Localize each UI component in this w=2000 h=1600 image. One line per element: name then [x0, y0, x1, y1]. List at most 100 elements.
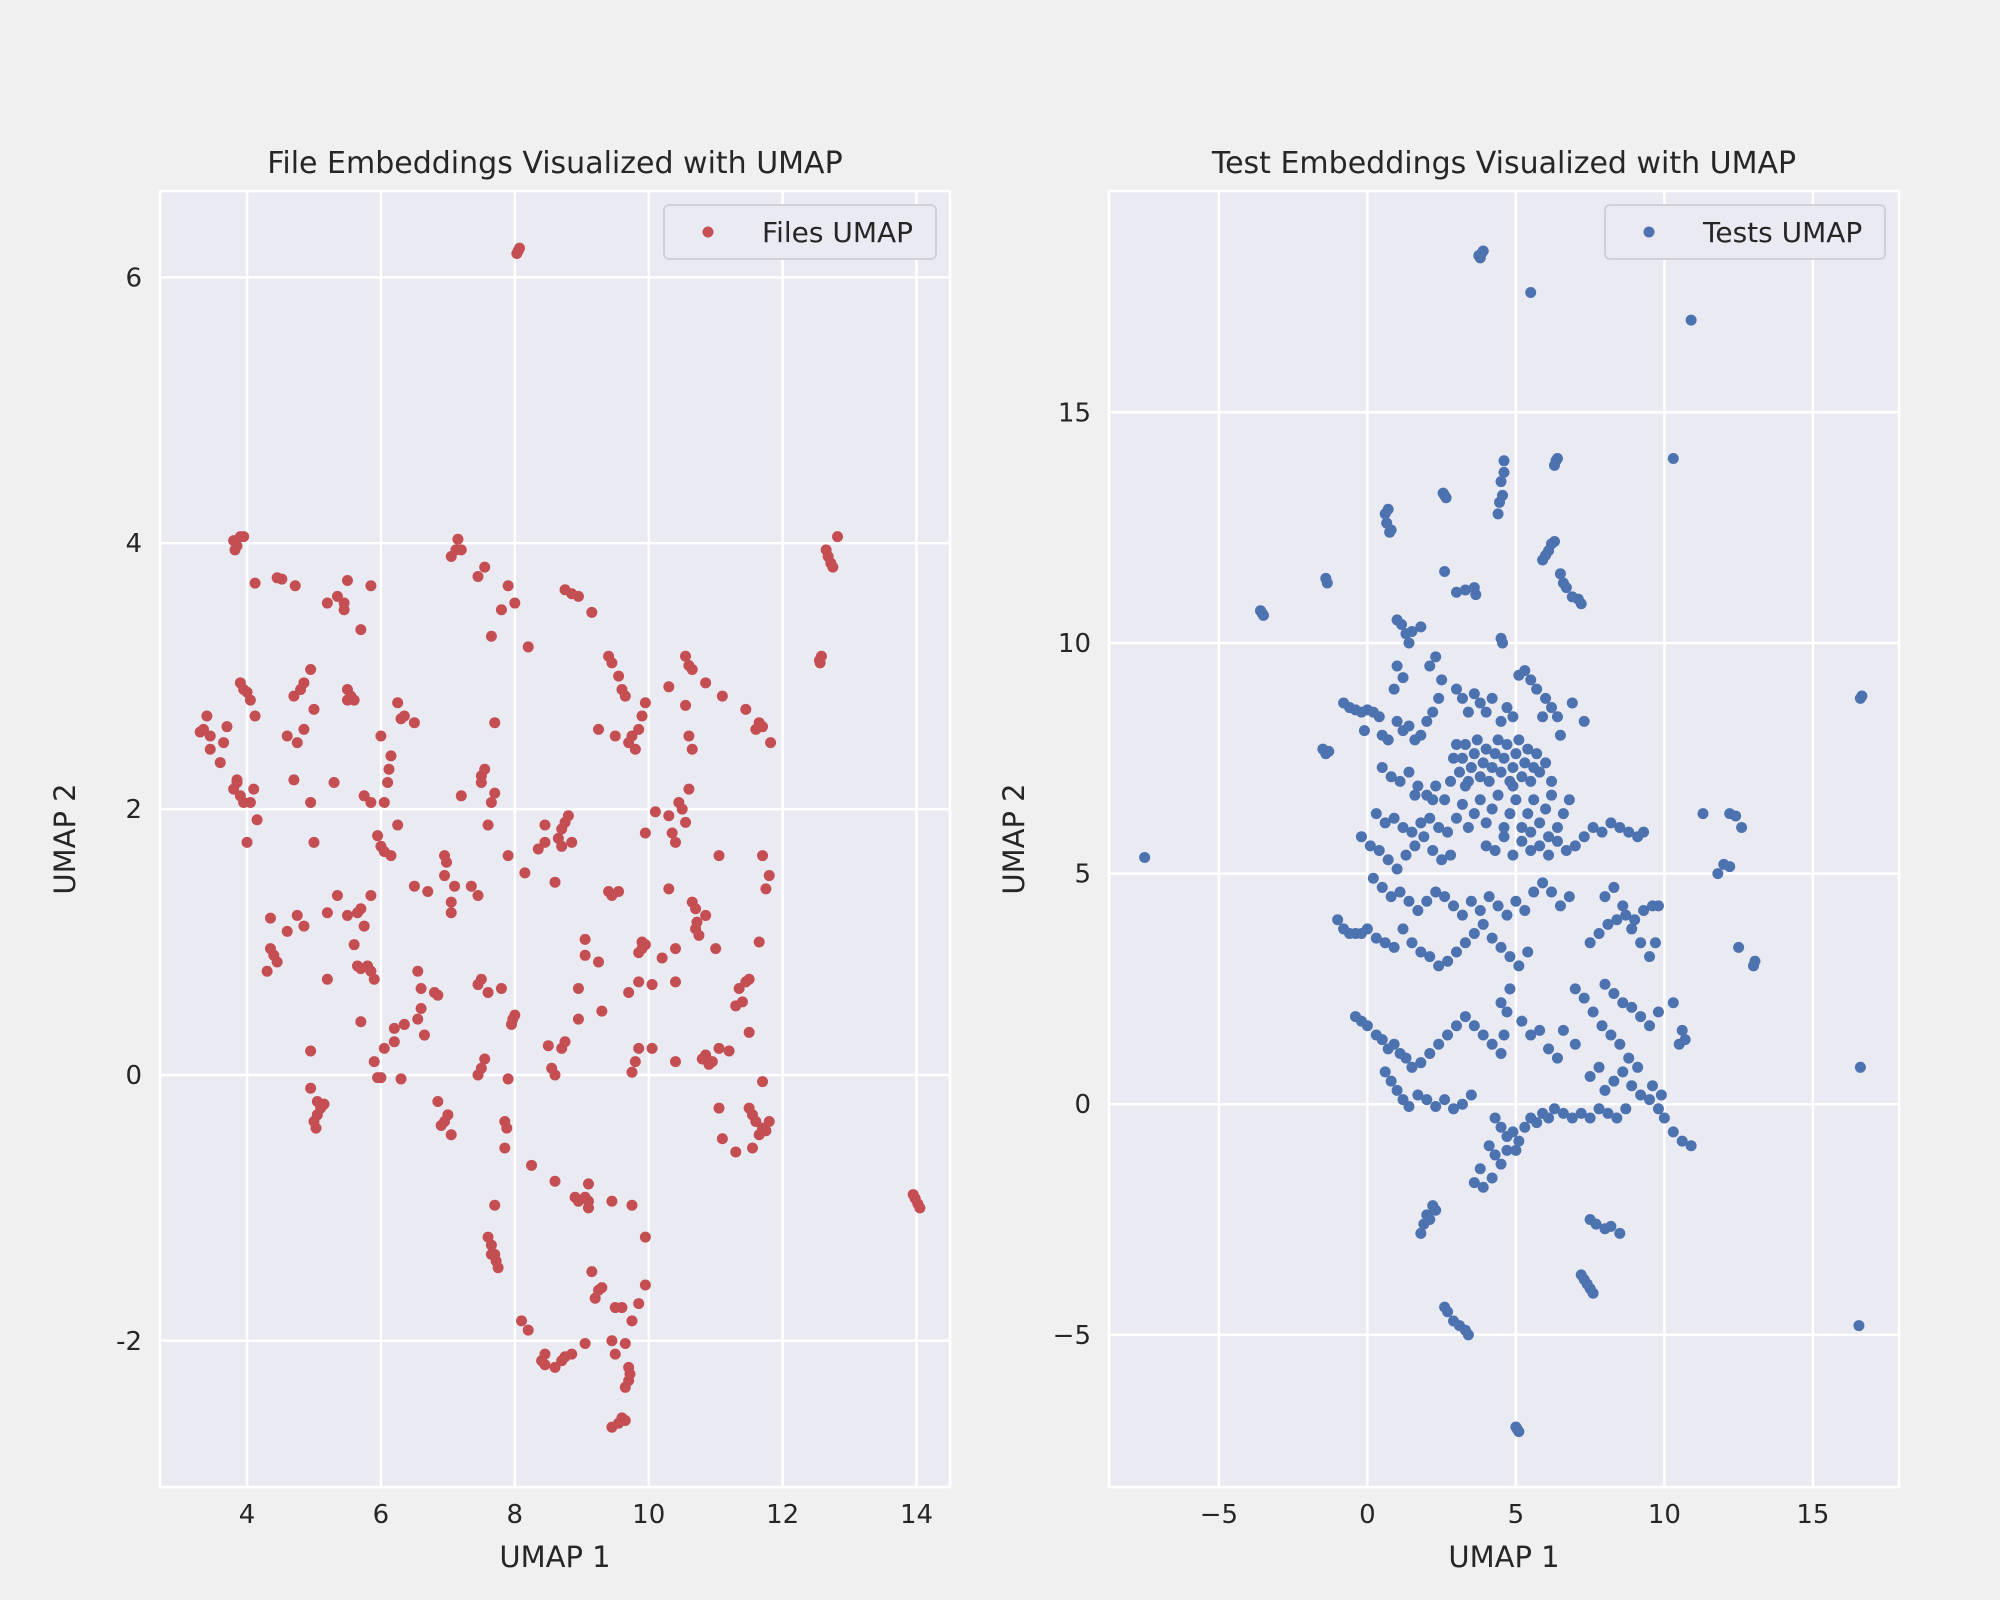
- data-point: [1448, 1103, 1460, 1115]
- x-tick-label: 12: [766, 1500, 799, 1530]
- chart-title: Test Embeddings Visualized with UMAP: [1211, 146, 1796, 181]
- data-point: [1364, 840, 1376, 852]
- legend-label: Files UMAP: [762, 216, 913, 249]
- y-tick-label: −5: [1053, 1321, 1091, 1351]
- legend-box: [1604, 204, 1886, 260]
- data-point: [385, 750, 397, 762]
- data-point: [736, 996, 748, 1008]
- data-point: [1483, 775, 1495, 787]
- data-point: [318, 1098, 330, 1110]
- data-point: [1474, 904, 1486, 916]
- data-point: [542, 1040, 554, 1052]
- data-point: [566, 836, 578, 848]
- data-point: [646, 979, 658, 991]
- data-point: [579, 949, 591, 961]
- data-point: [214, 757, 226, 769]
- data-point: [1415, 729, 1427, 741]
- data-point: [626, 1199, 638, 1211]
- data-point: [609, 730, 621, 742]
- legend: Tests UMAP: [1604, 204, 1886, 260]
- data-point: [465, 880, 477, 892]
- data-point: [1522, 946, 1534, 958]
- data-point: [1448, 752, 1460, 764]
- data-point: [649, 806, 661, 818]
- data-point: [1495, 1121, 1507, 1133]
- data-point: [1415, 946, 1427, 958]
- data-point: [1471, 734, 1483, 746]
- data-point: [442, 1109, 454, 1121]
- data-point: [624, 1368, 636, 1380]
- data-point: [439, 870, 451, 882]
- data-point: [1617, 1066, 1629, 1078]
- data-point: [1403, 720, 1415, 732]
- data-point: [1394, 775, 1406, 787]
- data-point: [1593, 1103, 1605, 1115]
- data-point: [321, 597, 333, 609]
- data-point: [1501, 1144, 1513, 1156]
- data-point: [289, 580, 301, 592]
- data-point: [1620, 1103, 1632, 1115]
- data-point: [1605, 817, 1617, 829]
- data-point: [388, 1036, 400, 1048]
- data-point: [1546, 886, 1558, 898]
- data-point: [1403, 766, 1415, 778]
- data-point: [1477, 1181, 1489, 1193]
- data-point: [1474, 1163, 1486, 1175]
- data-point: [619, 690, 631, 702]
- data-point: [305, 1082, 317, 1094]
- data-point: [646, 1042, 658, 1054]
- data-point: [492, 1262, 504, 1274]
- data-point: [375, 730, 387, 742]
- data-point: [556, 840, 568, 852]
- data-point: [1519, 665, 1531, 677]
- data-point: [1658, 1112, 1670, 1124]
- data-point: [1525, 826, 1537, 838]
- data-point: [1400, 849, 1412, 861]
- data-point: [1332, 914, 1344, 926]
- data-point: [1453, 766, 1465, 778]
- data-point: [549, 1175, 561, 1187]
- data-point: [539, 819, 551, 831]
- data-point: [365, 796, 377, 808]
- data-point: [1501, 738, 1513, 750]
- data-point: [1638, 826, 1650, 838]
- data-point: [1602, 1107, 1614, 1119]
- data-point: [1525, 674, 1537, 686]
- data-point: [1685, 314, 1697, 326]
- data-point: [1370, 808, 1382, 820]
- data-point: [1563, 891, 1575, 903]
- data-point: [1557, 1107, 1569, 1119]
- data-point: [1587, 1006, 1599, 1018]
- data-point: [1557, 1024, 1569, 1036]
- data-point: [562, 810, 574, 822]
- data-point: [1418, 831, 1430, 843]
- data-point: [412, 965, 424, 977]
- data-point: [1370, 932, 1382, 944]
- data-point: [1433, 821, 1445, 833]
- data-point: [241, 836, 253, 848]
- data-point: [298, 677, 310, 689]
- data-point: [1424, 1047, 1436, 1059]
- data-point: [1540, 757, 1552, 769]
- data-point: [1543, 1043, 1555, 1055]
- data-point: [288, 774, 300, 786]
- data-point: [1321, 577, 1333, 589]
- data-point: [482, 819, 494, 831]
- data-point: [1554, 568, 1566, 580]
- data-point: [1397, 672, 1409, 684]
- data-point: [1494, 496, 1506, 508]
- data-point: [495, 983, 507, 995]
- y-tick-label: 5: [1074, 860, 1091, 890]
- data-point: [1406, 1061, 1418, 1073]
- data-point: [670, 976, 682, 988]
- data-point: [740, 703, 752, 715]
- data-point: [753, 936, 765, 948]
- data-point: [355, 903, 367, 915]
- data-point: [1551, 1052, 1563, 1064]
- data-point: [1685, 1140, 1697, 1152]
- data-point: [1400, 1052, 1412, 1064]
- data-point: [639, 697, 651, 709]
- data-point: [633, 1042, 645, 1054]
- data-point: [502, 850, 514, 862]
- data-point: [1599, 1084, 1611, 1096]
